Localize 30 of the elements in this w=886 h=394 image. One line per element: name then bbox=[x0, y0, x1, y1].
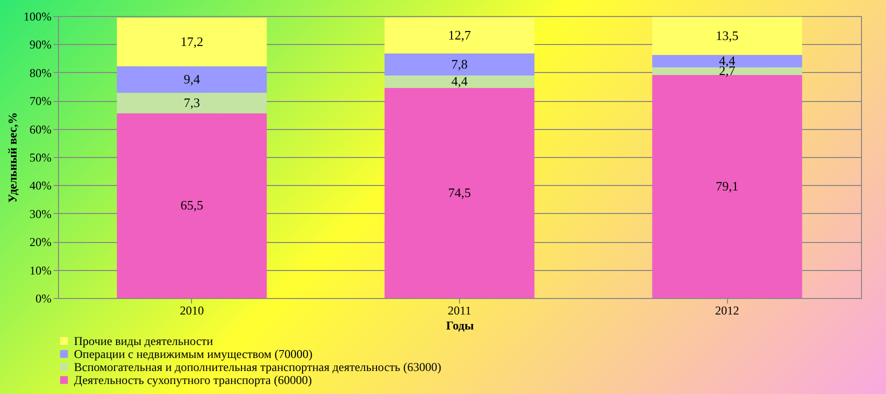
data-label: 79,1 bbox=[716, 178, 739, 194]
legend-label: Деятельность сухопутного транспорта (60000) bbox=[74, 373, 312, 387]
y-tick-label: 30% bbox=[30, 206, 52, 221]
y-tick-label: 90% bbox=[30, 38, 52, 52]
data-label: 9,4 bbox=[184, 71, 200, 86]
data-label: 13,5 bbox=[716, 28, 739, 43]
data-label: 12,7 bbox=[448, 28, 472, 43]
x-tick-label: 2012 bbox=[715, 304, 740, 318]
legend-label: Вспомогательная и дополнительная транспортная деятельность (63000) bbox=[74, 360, 442, 374]
data-label: 7,8 bbox=[451, 56, 468, 72]
x-tick-label: 2011 bbox=[448, 304, 472, 318]
x-axis-title: Годы bbox=[446, 318, 474, 332]
data-label: 7,3 bbox=[184, 94, 200, 110]
y-tick-label: 80% bbox=[30, 66, 52, 80]
data-label: 65,5 bbox=[180, 198, 204, 213]
data-label: 4,4 bbox=[451, 74, 468, 89]
y-tick-label: 60% bbox=[30, 122, 52, 136]
y-tick-label: 100% bbox=[24, 10, 52, 24]
legend-label: Прочие виды деятельности bbox=[74, 334, 214, 348]
y-tick-label: 50% bbox=[30, 150, 52, 164]
data-label: 74,5 bbox=[448, 184, 471, 200]
y-axis-title: Удельный вес,% bbox=[6, 112, 20, 203]
y-tick-label: 20% bbox=[30, 235, 52, 250]
legend-label: Операции с недвижимым имуществом (70000) bbox=[74, 347, 312, 361]
x-tick-label: 2010 bbox=[180, 304, 204, 318]
y-tick-label: 70% bbox=[30, 94, 52, 108]
y-tick-label: 10% bbox=[30, 263, 52, 278]
data-label: 17,2 bbox=[180, 34, 204, 49]
y-tick-label: 40% bbox=[30, 178, 52, 193]
y-tick-label: 0% bbox=[36, 292, 52, 306]
